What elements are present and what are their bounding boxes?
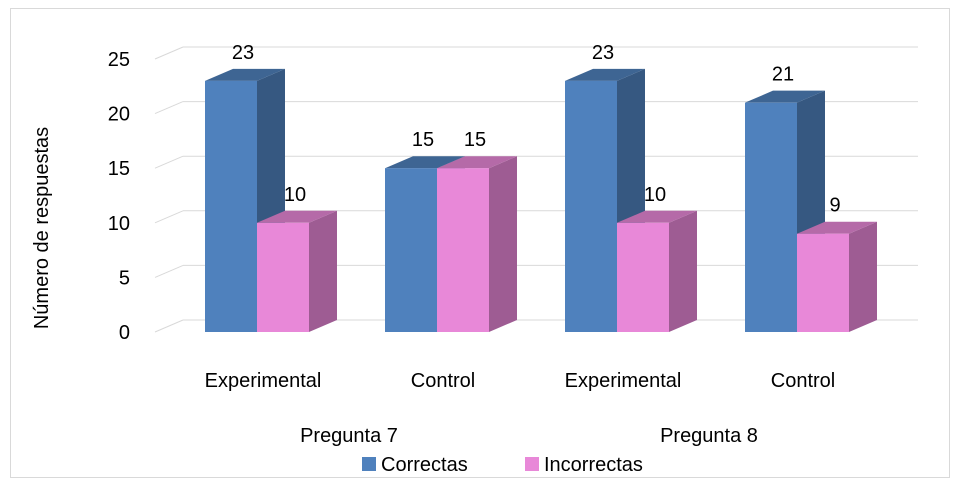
category-label: Experimental	[565, 370, 682, 392]
y-tick-label: 5	[119, 267, 130, 289]
bar-top	[565, 68, 645, 81]
bar-incorrectas-2	[437, 156, 517, 332]
bar-front	[437, 168, 489, 332]
data-label: 23	[232, 42, 254, 64]
gridline-diag	[154, 319, 184, 333]
group-labels: Pregunta 7 Pregunta 8	[300, 425, 758, 447]
group-label: Pregunta 8	[660, 425, 758, 447]
bar-top	[797, 221, 877, 234]
bar-front	[745, 102, 797, 333]
bar-front	[565, 80, 617, 332]
bar-incorrectas-4	[797, 221, 877, 332]
legend-label: Incorrectas	[544, 454, 643, 476]
bar-front	[385, 168, 437, 332]
bar-top	[385, 156, 465, 169]
legend-label: Correctas	[381, 454, 468, 476]
legend-item-correctas: Correctas	[362, 454, 468, 476]
data-labels: 23 10 15 15 23 10 21 9	[232, 42, 841, 217]
data-label: 10	[284, 184, 306, 206]
gridline-diag	[154, 264, 184, 278]
data-label: 9	[829, 195, 840, 217]
gridline-diag	[154, 46, 184, 60]
y-axis-ticks: 0 5 10 15 20 25	[108, 49, 130, 344]
category-label: Experimental	[205, 370, 322, 392]
y-axis-title: Número de respuestas	[31, 127, 53, 329]
bar-front	[257, 222, 309, 332]
bar-incorrectas-1	[257, 210, 337, 332]
bar-side	[309, 210, 337, 332]
legend: Correctas Incorrectas	[362, 454, 643, 476]
bar-incorrectas-3	[617, 210, 697, 332]
bar-front	[205, 80, 257, 332]
bar-front	[617, 222, 669, 332]
gridline-diag	[154, 210, 184, 224]
data-label: 23	[592, 42, 614, 64]
bar-side	[669, 210, 697, 332]
y-tick-label: 15	[108, 158, 130, 180]
bar-front	[797, 233, 849, 332]
bar-side	[849, 221, 877, 332]
bar-top	[617, 210, 697, 223]
category-labels: Experimental Control Experimental Control	[205, 370, 836, 392]
bars	[205, 68, 877, 333]
y-tick-label: 20	[108, 104, 130, 126]
gridline-diag	[154, 155, 184, 169]
bar-top	[205, 68, 285, 81]
bar-top	[437, 156, 517, 169]
data-label: 15	[464, 129, 486, 151]
data-label: 15	[412, 129, 434, 151]
y-tick-label: 25	[108, 49, 130, 71]
category-label: Control	[771, 370, 835, 392]
legend-swatch	[525, 457, 539, 471]
group-label: Pregunta 7	[300, 425, 398, 447]
data-label: 21	[772, 64, 794, 86]
bar-top	[745, 90, 825, 103]
y-tick-label: 10	[108, 213, 130, 235]
gridline-diag	[154, 101, 184, 115]
legend-swatch	[362, 457, 376, 471]
y-tick-label: 0	[119, 322, 130, 344]
data-label: 10	[644, 184, 666, 206]
bar-side	[489, 156, 517, 332]
legend-item-incorrectas: Incorrectas	[525, 454, 643, 476]
bar-top	[257, 210, 337, 223]
category-label: Control	[411, 370, 475, 392]
